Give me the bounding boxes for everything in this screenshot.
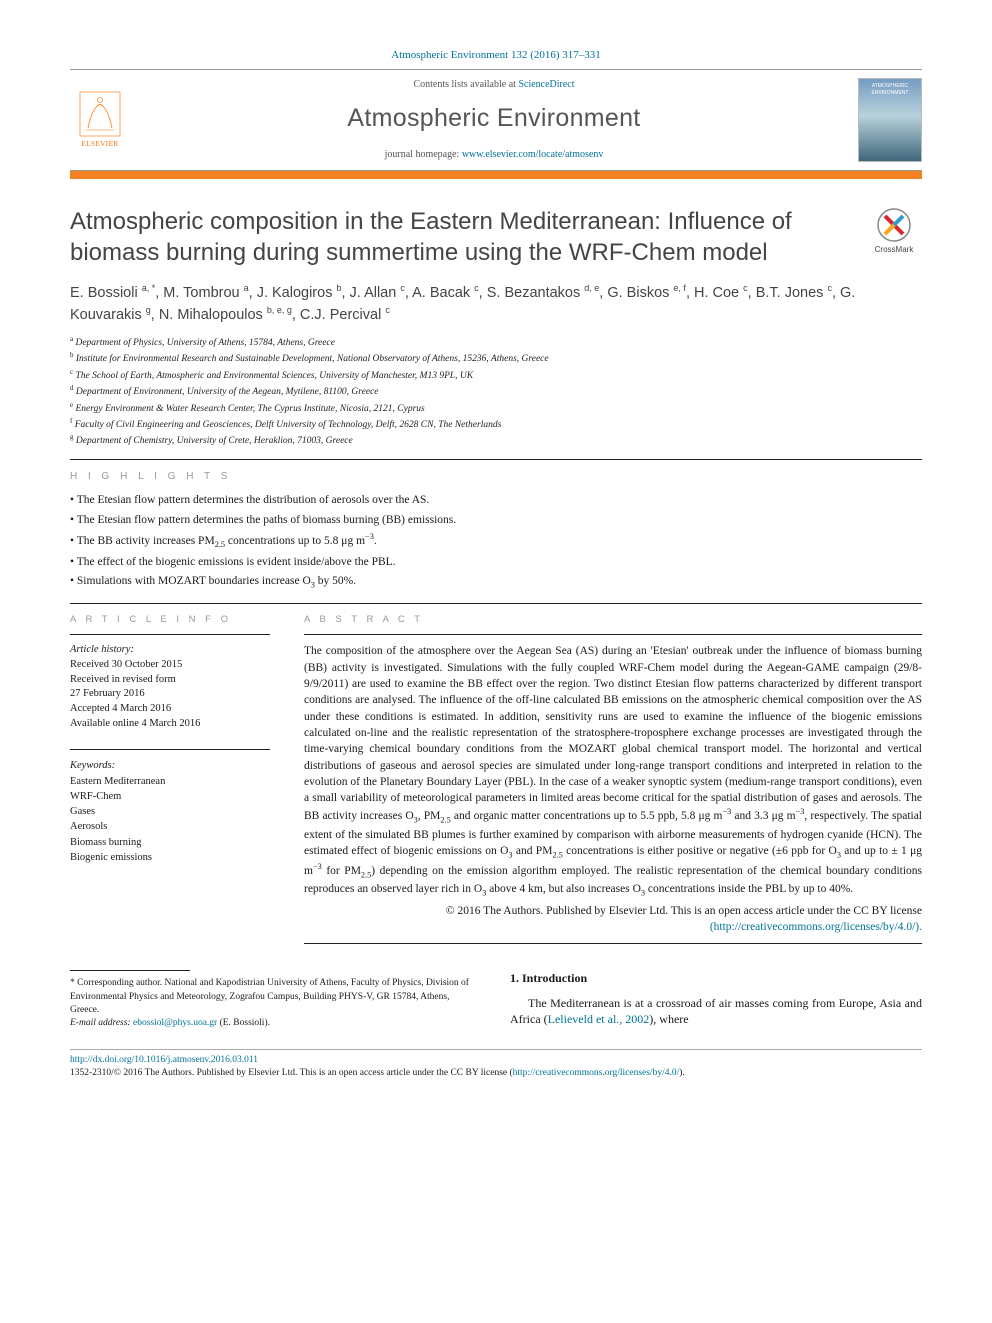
article-title: Atmospheric composition in the Eastern M… — [70, 207, 848, 268]
intro-body: The Mediterranean is at a crossroad of a… — [510, 995, 922, 1027]
abstract-label: A B S T R A C T — [304, 614, 922, 627]
abstract-body: The composition of the atmosphere over t… — [304, 643, 922, 935]
email-link[interactable]: ebossiol@phys.uoa.gr — [133, 1018, 217, 1028]
corresponding-author: * Corresponding author. National and Kap… — [70, 977, 476, 1017]
history-line: 27 February 2016 — [70, 687, 270, 702]
highlight-item: The Etesian flow pattern determines the … — [70, 511, 922, 531]
highlight-item: The Etesian flow pattern determines the … — [70, 491, 922, 511]
email-line: E-mail address: ebossiol@phys.uoa.gr (E.… — [70, 1017, 476, 1030]
cc-link[interactable]: http://creativecommons.org/licenses/by/4… — [513, 1068, 680, 1078]
highlight-item: Simulations with MOZART boundaries incre… — [70, 572, 922, 592]
article-info-column: A R T I C L E I N F O Article history: R… — [70, 614, 270, 945]
history-line: Received in revised form — [70, 673, 270, 688]
citation-link[interactable]: Lelieveld et al., 2002 — [548, 1012, 650, 1026]
keyword: Eastern Mediterranean — [70, 774, 270, 789]
doi-link[interactable]: http://dx.doi.org/10.1016/j.atmosenv.201… — [70, 1055, 258, 1065]
journal-name: Atmospheric Environment — [142, 102, 846, 136]
highlights-section: H I G H L I G H T S The Etesian flow pat… — [70, 470, 922, 593]
journal-cover-thumbnail — [858, 78, 922, 162]
homepage-line: journal homepage: www.elsevier.com/locat… — [142, 148, 846, 162]
article-history: Article history: Received 30 October 201… — [70, 643, 270, 731]
history-line: Received 30 October 2015 — [70, 658, 270, 673]
article-info-label: A R T I C L E I N F O — [70, 614, 270, 627]
rule — [70, 603, 922, 604]
rule — [70, 459, 922, 460]
keyword: WRF-Chem — [70, 789, 270, 804]
license-link[interactable]: (http://creativecommons.org/licenses/by/… — [710, 921, 922, 933]
highlights-list: The Etesian flow pattern determines the … — [70, 491, 922, 592]
orange-divider — [70, 171, 922, 179]
crossmark-badge[interactable]: CrossMark — [866, 207, 922, 256]
homepage-link[interactable]: www.elsevier.com/locate/atmosenv — [462, 149, 604, 160]
footnote-block: * Corresponding author. National and Kap… — [70, 970, 476, 1030]
keyword: Biomass burning — [70, 835, 270, 850]
citation-line: Atmospheric Environment 132 (2016) 317–3… — [70, 48, 922, 63]
elsevier-logo: ELSEVIER — [70, 86, 130, 154]
contents-line: Contents lists available at ScienceDirec… — [142, 78, 846, 92]
sciencedirect-link[interactable]: ScienceDirect — [518, 79, 574, 90]
highlights-label: H I G H L I G H T S — [70, 470, 922, 484]
highlight-item: The BB activity increases PM2.5 concentr… — [70, 530, 922, 552]
crossmark-icon — [876, 207, 912, 243]
journal-header: ELSEVIER Contents lists available at Sci… — [70, 69, 922, 171]
affiliations: a Department of Physics, University of A… — [70, 334, 922, 449]
header-center: Contents lists available at ScienceDirec… — [142, 78, 846, 161]
introduction-section: 1. Introduction The Mediterranean is at … — [510, 970, 922, 1030]
keyword: Biogenic emissions — [70, 850, 270, 865]
history-line: Available online 4 March 2016 — [70, 717, 270, 732]
keyword: Aerosols — [70, 819, 270, 834]
section-heading: 1. Introduction — [510, 970, 922, 986]
footer-bar: http://dx.doi.org/10.1016/j.atmosenv.201… — [70, 1049, 922, 1081]
keywords-block: Keywords: Eastern MediterraneanWRF-ChemG… — [70, 749, 270, 865]
author-list: E. Bossioli a, *, M. Tombrou a, J. Kalog… — [70, 282, 922, 326]
keyword: Gases — [70, 804, 270, 819]
history-line: Accepted 4 March 2016 — [70, 702, 270, 717]
abstract-column: A B S T R A C T The composition of the a… — [304, 614, 922, 945]
highlight-item: The effect of the biogenic emissions is … — [70, 553, 922, 573]
